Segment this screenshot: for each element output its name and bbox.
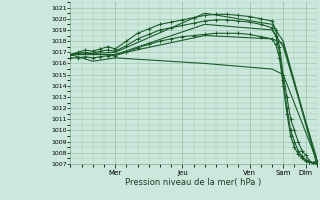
- X-axis label: Pression niveau de la mer( hPa ): Pression niveau de la mer( hPa ): [125, 178, 262, 187]
